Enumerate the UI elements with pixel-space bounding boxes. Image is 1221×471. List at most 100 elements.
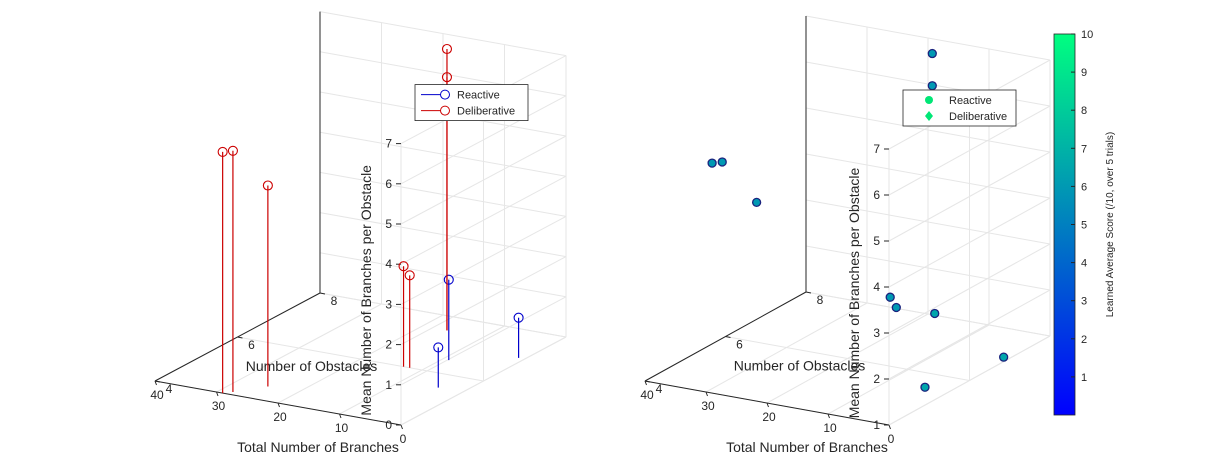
x-tick-label: 20: [762, 410, 776, 424]
x-tick-label: 0: [888, 432, 895, 446]
stem-marker: [262, 180, 273, 191]
wall-gridline: [400, 175, 567, 265]
z-tick-label: 6: [873, 188, 880, 202]
z-tick-label: 5: [873, 234, 880, 248]
x-tick-label: 30: [212, 399, 226, 413]
z-tick-label: 1: [385, 378, 392, 392]
scatter-marker: [999, 352, 1009, 362]
wall-gridline: [888, 335, 1051, 426]
wall-gridline: [805, 245, 1051, 291]
colorbar-tick-label: 2: [1081, 334, 1087, 346]
floor-gridline: [725, 336, 970, 381]
z-tick-label: 2: [385, 338, 392, 352]
data-marks: [217, 43, 524, 394]
z-tick-label: 0: [385, 418, 392, 432]
colorbar-tick-label: 8: [1081, 105, 1087, 117]
wall-gridline: [400, 135, 567, 225]
stem-marker: [227, 145, 238, 156]
legend: Reactive Deliberative: [902, 89, 1017, 127]
wall-gridline: [888, 197, 1051, 288]
z-tick-label: 2: [873, 372, 880, 386]
legend-box: [414, 84, 529, 121]
stem-marker: [513, 312, 524, 323]
scatter-marker: [891, 302, 901, 313]
x-axis-label: Total Number of Branches: [237, 439, 399, 455]
colorbar-tick-label: 9: [1081, 67, 1087, 79]
colorbar-tick-label: 4: [1081, 258, 1087, 270]
colorbar-tick-label: 7: [1081, 143, 1087, 155]
colorbar-label: Learned Average Score (/10, over 5 trial…: [1105, 132, 1116, 317]
x-tick: [705, 391, 708, 397]
z-axis-label: Mean Number of Branches per Obstacle: [846, 168, 862, 419]
legend-label: Reactive: [457, 90, 500, 102]
x-tick-label: 0: [400, 432, 407, 446]
wall-gridline: [319, 171, 567, 217]
stem-marker: [441, 72, 453, 83]
z-tick-label: 3: [385, 297, 392, 311]
wall-gridline: [319, 292, 567, 338]
z-tick-label: 4: [385, 257, 392, 271]
x-tick: [827, 413, 830, 419]
wall-gridline: [805, 199, 1051, 245]
colorbar-tick-label: 1: [1081, 372, 1087, 384]
scatter-marker: [920, 382, 930, 392]
x-tick: [216, 391, 219, 397]
legend-label: Reactive: [949, 95, 992, 107]
wall-gridline: [888, 289, 1051, 380]
stem-marker: [398, 261, 409, 272]
x-tick-label: 40: [640, 388, 654, 402]
scatter-marker: [927, 81, 937, 91]
scatter-marker: [927, 48, 937, 59]
x-tick-label: 20: [273, 410, 287, 424]
z-tick-label: 5: [385, 217, 392, 231]
z-tick-label: 4: [873, 280, 880, 294]
y-tick: [319, 292, 326, 295]
y-axis-label: Number of Obstacles: [246, 358, 378, 374]
legend-box: [902, 89, 1017, 127]
x-tick: [277, 402, 280, 408]
stem-marker: [443, 274, 454, 285]
colorbar: 1 2 3 4 5 6 7 8 9 10 Learned Average Score (/10, o…: [1053, 29, 1116, 416]
z-axis-label: Mean Number of Branches per Obstacle: [358, 165, 374, 416]
x-axis-label: Total Number of Branches: [726, 439, 888, 455]
scatter-marker: [885, 292, 895, 302]
y-tick: [237, 336, 243, 339]
y-axis-label: Number of Obstacles: [734, 358, 866, 374]
y-tick-label: 6: [248, 338, 255, 352]
wall-gridline: [319, 212, 567, 258]
y-tick-label: 4: [166, 382, 173, 396]
colorbar-tick-label: 3: [1081, 296, 1087, 308]
wall-gridline: [400, 256, 567, 346]
scatter-marker: [751, 197, 762, 208]
scatter-marker: [717, 157, 727, 167]
z-tick-label: 6: [385, 177, 392, 191]
floor-gridline: [237, 336, 484, 382]
y-tick-label: 6: [736, 338, 743, 352]
y-tick: [154, 380, 161, 383]
y-tick: [644, 380, 651, 383]
wall-gridline: [400, 95, 567, 185]
colorbar-tick-label: 6: [1081, 181, 1087, 193]
wall-gridline: [888, 105, 1051, 196]
z-tick-label: 1: [873, 418, 880, 432]
x-tick-label: 10: [335, 421, 349, 435]
wall-gridline: [888, 151, 1051, 242]
x-tick: [154, 380, 157, 386]
colorbar-tick-label: 5: [1081, 220, 1087, 232]
wall-gridline: [805, 153, 1051, 199]
wall-gridline: [319, 252, 567, 298]
legend-label: Deliberative: [949, 111, 1007, 123]
x-tick: [339, 413, 342, 419]
data-marks: [707, 48, 1009, 392]
legend-label: Deliberative: [457, 106, 515, 118]
y-tick-label: 8: [331, 294, 338, 308]
x-tick-label: 40: [150, 388, 164, 402]
wall-gridline: [805, 15, 1051, 61]
wall-gridline: [888, 243, 1051, 334]
stem-marker: [433, 342, 444, 353]
x-tick-label: 10: [823, 421, 837, 435]
wall-gridline: [805, 291, 1051, 337]
